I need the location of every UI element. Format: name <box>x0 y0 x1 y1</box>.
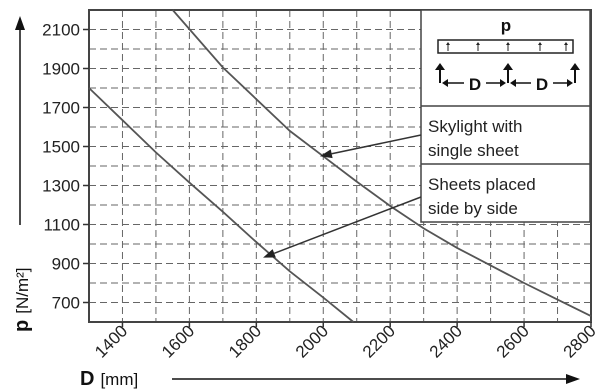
load-arrow-head <box>446 42 450 45</box>
y-tick-label: 700 <box>52 294 80 313</box>
support-arrows <box>435 63 580 83</box>
load-arrow-head <box>506 42 510 45</box>
x-axis-arrow-head <box>566 374 580 384</box>
y-axis-symbol: p <box>11 320 33 332</box>
annotation-arrows <box>263 134 422 258</box>
y-tick-label: 2100 <box>42 21 80 40</box>
x-axis-title: D [mm] <box>80 368 580 390</box>
load-label: p <box>501 16 511 35</box>
annotation-arrow-head <box>319 149 333 159</box>
annotation-arrow-line <box>331 134 422 155</box>
span-dimension-right: D <box>510 75 573 94</box>
support-arrow-head <box>503 63 513 70</box>
support-arrow-head <box>435 63 445 70</box>
annotation-side-by-side-line1: Sheets placed <box>428 175 536 194</box>
plot-frame <box>88 9 592 323</box>
annotation-single-sheet-line2: single sheet <box>428 141 519 160</box>
y-tick-label: 1100 <box>43 216 80 235</box>
annotation-single-sheet-line1: Skylight with <box>428 117 522 136</box>
span-label: D <box>469 75 481 94</box>
span-dimension-left: D <box>442 75 506 94</box>
load-arrow-head <box>538 42 542 45</box>
svg-text:D[mm]: D [mm] <box>80 368 138 390</box>
span-label: D <box>536 75 548 94</box>
x-axis-unit: [mm] <box>100 370 138 389</box>
y-tick-label: 900 <box>52 255 80 274</box>
series-group <box>88 9 592 323</box>
y-tick-labels: 700 900 1100 1300 1500 1700 1900 2100 <box>42 21 89 313</box>
y-axis-unit: [N/m²] <box>13 268 32 314</box>
annotation-arrow-line <box>273 196 422 255</box>
annotation-side-by-side-line2: side by side <box>428 199 518 218</box>
x-axis-symbol: D <box>80 368 94 390</box>
y-axis-arrow-head <box>15 16 25 30</box>
series-line-1 <box>172 9 592 317</box>
load-arrows <box>446 42 568 51</box>
svg-text:p[N/m²]: p [N/m²] <box>11 268 33 333</box>
y-tick-label: 1500 <box>42 138 80 157</box>
legend-panel: p D D <box>420 9 591 223</box>
y-axis-title: p [N/m²] <box>11 16 33 332</box>
inset-beam-diagram: p D D <box>435 16 580 94</box>
y-tick-label: 1700 <box>42 99 80 118</box>
y-tick-label: 1900 <box>42 60 80 79</box>
y-tick-label: 1300 <box>42 177 80 196</box>
sheet-rectangle <box>437 39 574 54</box>
support-arrow-head <box>570 63 580 70</box>
load-arrow-head <box>476 42 480 45</box>
load-arrow-head <box>564 42 568 45</box>
series-line-2 <box>88 87 354 323</box>
annotation-arrow-head <box>263 249 276 258</box>
